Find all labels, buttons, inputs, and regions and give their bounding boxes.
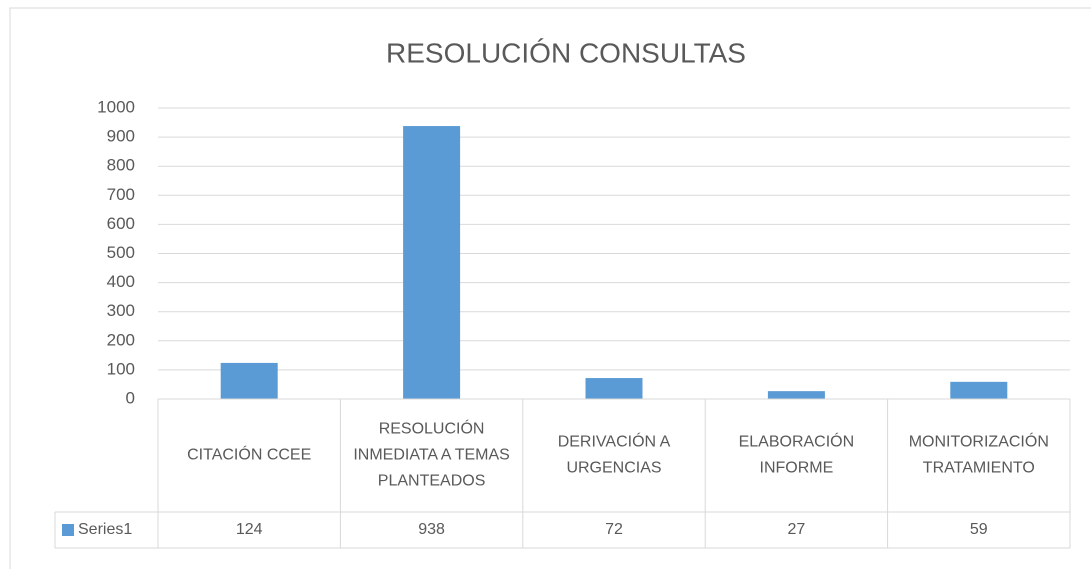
bar [403, 126, 461, 400]
category-line: CITACIÓN CCEE [187, 445, 311, 464]
bar [950, 381, 1008, 399]
y-tick-label: 400 [107, 272, 135, 291]
x-tick-label: DERIVACIÓN A URGENCIAS [558, 432, 671, 477]
y-tick-label: 800 [107, 156, 135, 175]
y-tick-label: 0 [126, 388, 135, 407]
table-value: 938 [418, 521, 445, 538]
y-tick-label: 300 [107, 301, 135, 320]
category-line: URGENCIAS [566, 460, 661, 477]
legend-label: Series1 [78, 521, 132, 538]
x-tick-label: MONITORIZACIÓN TRATAMIENTO [909, 432, 1049, 477]
category-line: TRATAMIENTO [923, 460, 1035, 477]
chart-title: RESOLUCIÓN CONSULTAS [386, 37, 746, 68]
category-line: INMEDIATA A TEMAS [353, 447, 509, 464]
table-value: 27 [788, 521, 806, 538]
category-line: MONITORIZACIÓN [909, 432, 1049, 451]
y-tick-label: 1000 [97, 97, 135, 116]
category-line: ELABORACIÓN [739, 432, 855, 451]
bar [585, 378, 643, 399]
bar [220, 362, 278, 399]
category-line: PLANTEADOS [378, 473, 486, 490]
y-tick-label: 700 [107, 185, 135, 204]
legend-swatch [62, 524, 74, 536]
x-tick-label: CITACIÓN CCEE [187, 445, 311, 464]
y-tick-label: 200 [107, 330, 135, 349]
table-value: 72 [605, 521, 623, 538]
y-tick-label: 600 [107, 214, 135, 233]
category-line: INFORME [760, 460, 834, 477]
y-tick-label: 100 [107, 359, 135, 378]
bar [767, 391, 825, 399]
category-line: RESOLUCIÓN [379, 419, 485, 438]
table-value: 124 [236, 521, 263, 538]
table-value: 59 [970, 521, 988, 538]
y-tick-label: 500 [107, 243, 135, 262]
chart-border [9, 7, 1091, 569]
x-tick-label: ELABORACIÓN INFORME [739, 432, 855, 477]
x-tick-label: RESOLUCIÓN INMEDIATA A TEMAS PLANTEADOS [353, 419, 509, 490]
y-tick-label: 900 [107, 127, 135, 146]
category-line: DERIVACIÓN A [558, 432, 671, 451]
